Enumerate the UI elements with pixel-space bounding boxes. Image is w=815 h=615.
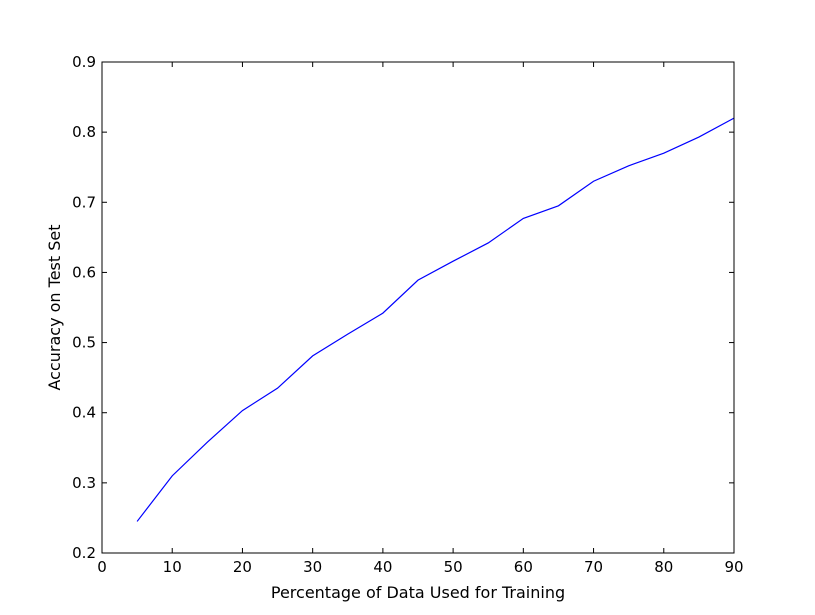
x-tick-label: 0 — [97, 558, 107, 576]
x-tick-label: 90 — [724, 558, 743, 576]
tick-labels-layer: 0 10 20 30 40 50 60 70 80 90 0.2 0.3 0.4 0.5 0.6 0.7 0.8… — [72, 53, 743, 576]
x-tick-label: 50 — [444, 558, 463, 576]
y-tick-label: 0.6 — [72, 263, 96, 281]
y-tick-label: 0.4 — [72, 404, 96, 422]
x-tick-label: 60 — [514, 558, 533, 576]
series-layer — [136, 117, 735, 522]
series-line — [136, 117, 735, 522]
x-tick-label: 40 — [373, 558, 392, 576]
plot-frame — [101, 61, 735, 554]
y-tick-label: 0.8 — [72, 123, 96, 141]
y-tick-label: 0.5 — [72, 334, 96, 352]
x-axis-label: Percentage of Data Used for Training — [271, 583, 565, 602]
y-tick-label: 0.9 — [72, 53, 96, 71]
x-tick-label: 30 — [303, 558, 322, 576]
x-tick-label: 20 — [233, 558, 252, 576]
y-tick-label: 0.7 — [72, 193, 96, 211]
y-axis-label: Accuracy on Test Set — [45, 224, 64, 390]
x-tick-label: 80 — [654, 558, 673, 576]
x-tick-label: 10 — [163, 558, 182, 576]
ticks-layer — [101, 61, 735, 554]
y-tick-label: 0.2 — [72, 544, 96, 562]
y-tick-label: 0.3 — [72, 474, 96, 492]
x-tick-label: 70 — [584, 558, 603, 576]
